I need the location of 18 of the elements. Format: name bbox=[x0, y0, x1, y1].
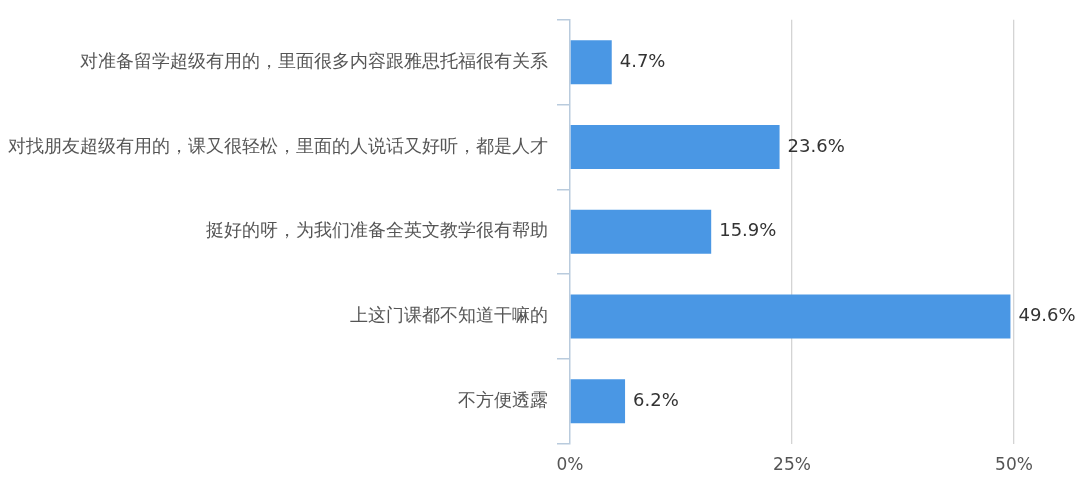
data-label: 4.7% bbox=[619, 49, 666, 71]
x-tick-label: 50% bbox=[995, 454, 1033, 475]
x-tick-label: 0% bbox=[556, 454, 584, 475]
data-label: 15.9% bbox=[719, 219, 777, 241]
bar bbox=[570, 40, 612, 85]
y-tick-label: 挺好的呀，为我们准备全英文教学很有帮助 bbox=[206, 219, 548, 241]
y-tick-label: 对准备留学超级有用的，里面很多内容跟雅思托福很有关系 bbox=[80, 49, 548, 71]
bar bbox=[570, 379, 626, 424]
data-label: 23.6% bbox=[787, 134, 845, 156]
bar bbox=[570, 294, 1011, 339]
bar bbox=[570, 209, 712, 254]
y-tick-label: 上这门课都不知道干嘛的 bbox=[350, 304, 548, 326]
y-tick-label: 不方便透露 bbox=[458, 388, 548, 410]
data-label: 6.2% bbox=[633, 388, 679, 410]
x-tick-label: 25% bbox=[773, 454, 811, 475]
y-tick-label: 对找朋友超级有用的，课又很轻松，里面的人说话又好听，都是人才 bbox=[8, 134, 548, 156]
data-label: 49.6% bbox=[1018, 304, 1076, 326]
bar bbox=[570, 124, 780, 169]
